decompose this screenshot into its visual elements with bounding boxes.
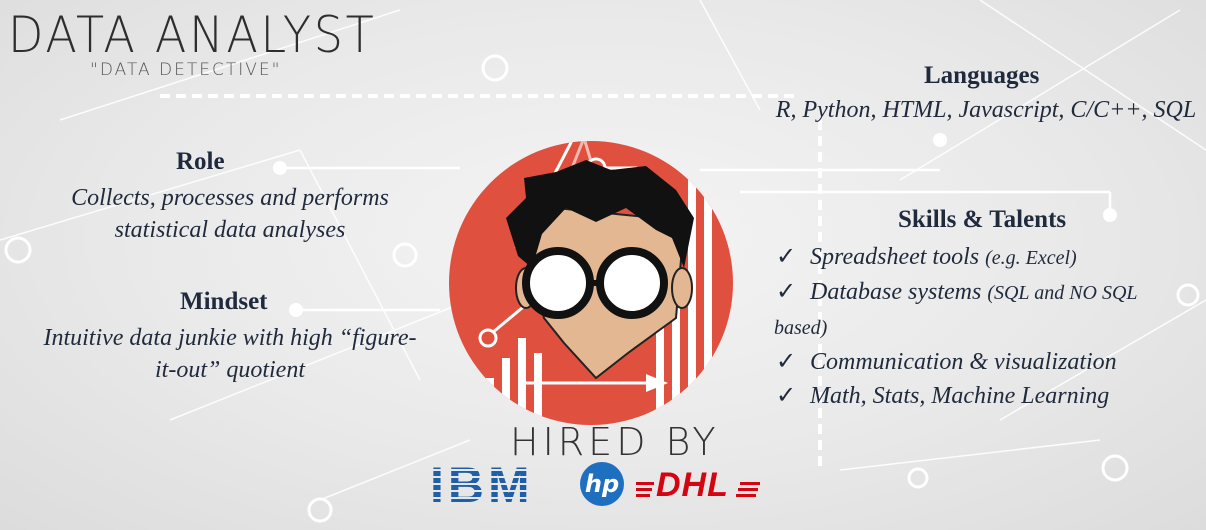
check-icon: ✓ <box>776 383 797 409</box>
skills-heading: Skills & Talents <box>898 206 1067 233</box>
dhl-logo-icon: DHL <box>656 466 729 505</box>
check-icon: ✓ <box>776 349 797 375</box>
page-title: DATA ANALYST <box>8 6 377 64</box>
skill-note: (e.g. Excel) <box>985 247 1077 269</box>
skill-note: based) <box>774 317 828 339</box>
skill-item: ✓ Math, Stats, Machine Learning <box>776 379 1206 413</box>
check-icon: ✓ <box>776 279 797 305</box>
mindset-text: Intuitive data junkie with high “figure-… <box>43 325 417 384</box>
skill-item: based) <box>774 310 1206 345</box>
skill-item: ✓ Spreadsheet tools (e.g. Excel) <box>776 240 1206 275</box>
mindset-heading: Mindset <box>180 288 268 315</box>
connector-node-icon <box>4 54 1200 523</box>
ibm-logo-icon: IBM <box>430 460 534 510</box>
languages-heading: Languages <box>924 62 1040 89</box>
hired-by-label: HIRED BY <box>510 420 720 464</box>
skill-item: ✓ Communication & visualization <box>776 345 1206 379</box>
dhl-stripes <box>636 482 760 497</box>
ibm-logo-text: IBM <box>430 457 534 513</box>
skill-main: Spreadsheet tools <box>810 244 980 270</box>
check-icon: ✓ <box>776 244 797 270</box>
role-text: Collects, processes and performs statist… <box>71 185 389 244</box>
skill-main: Math, Stats, Machine Learning <box>810 383 1110 409</box>
skill-main: Database systems <box>810 279 982 305</box>
hp-logo-icon: hp <box>580 462 624 506</box>
skills-list: ✓ Spreadsheet tools (e.g. Excel) ✓ Databas… <box>774 240 1206 413</box>
dhl-logo-text: DHL <box>656 466 729 504</box>
hp-logo-text: hp <box>584 470 620 498</box>
page-subtitle: "DATA DETECTIVE" <box>90 60 282 80</box>
analyst-avatar-icon <box>449 141 733 425</box>
skill-main: Communication & visualization <box>810 349 1117 375</box>
role-heading: Role <box>176 148 225 175</box>
skill-note: (SQL and NO SQL <box>987 282 1138 304</box>
languages-text: R, Python, HTML, Javascript, C/C++, SQL <box>775 97 1197 123</box>
skill-item: ✓ Database systems (SQL and NO SQL <box>776 275 1206 310</box>
